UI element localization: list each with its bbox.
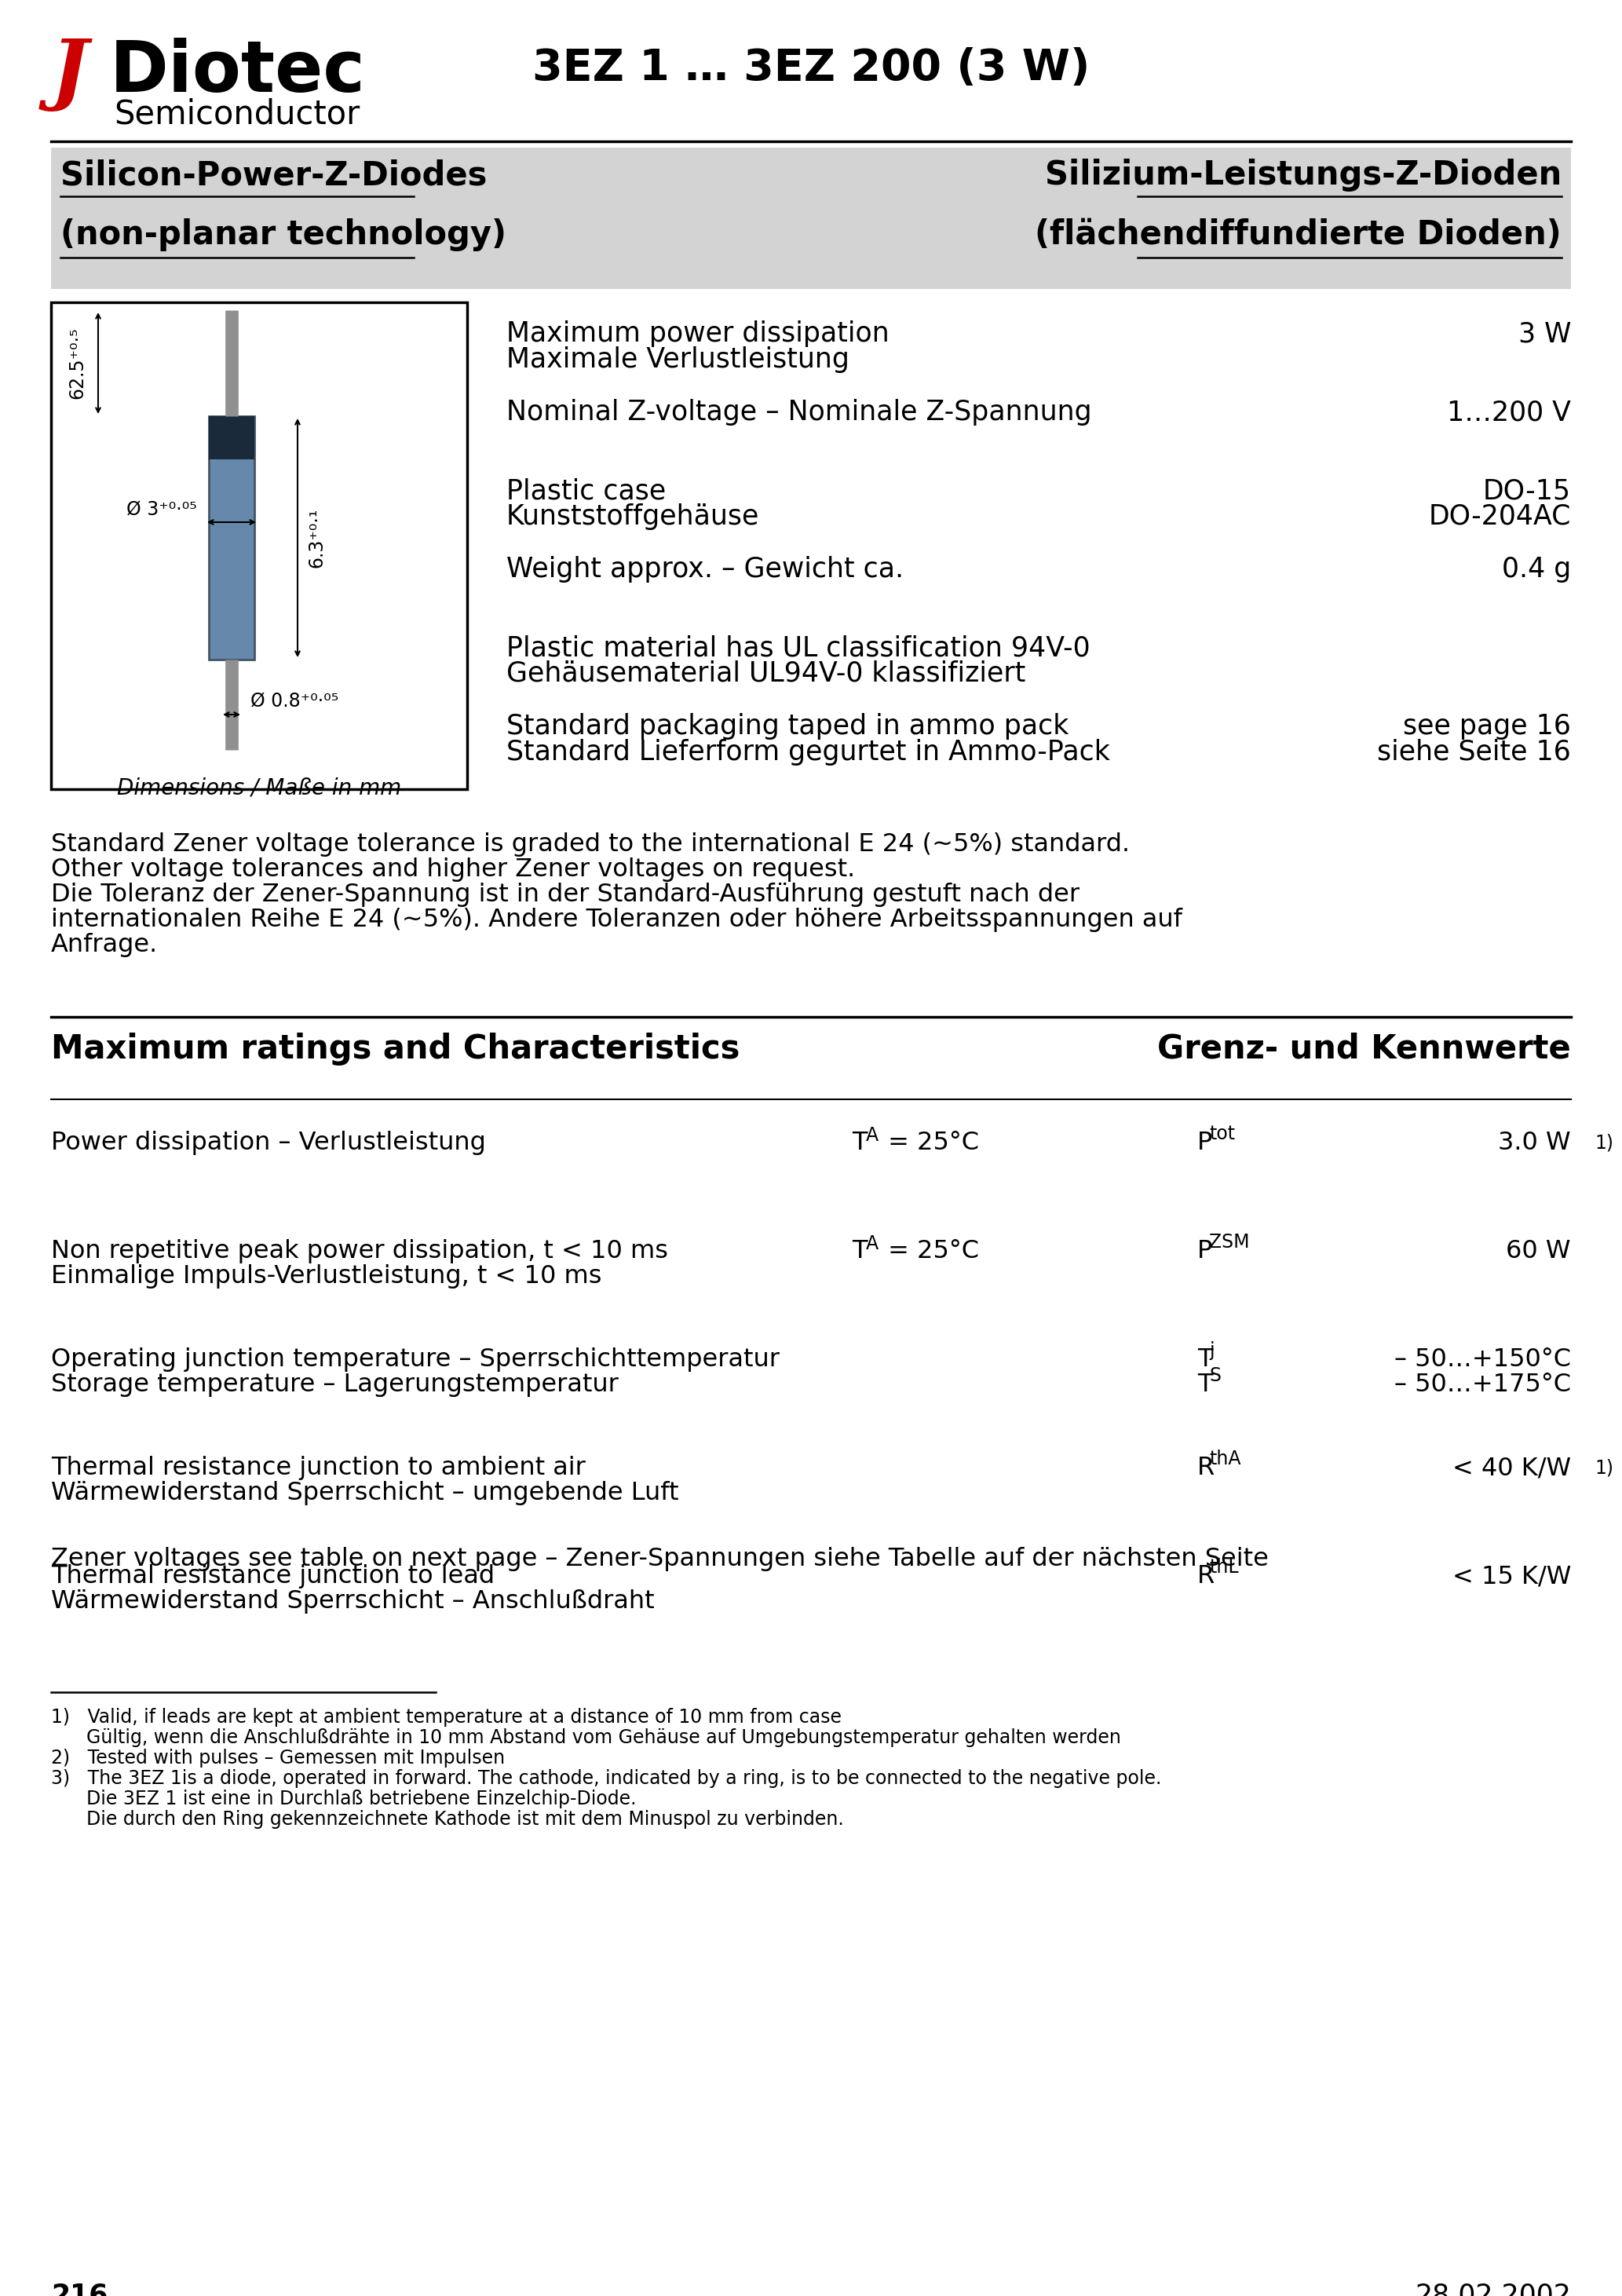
Text: tot: tot [1208, 1125, 1234, 1143]
Text: Standard Zener voltage tolerance is graded to the international E 24 (~5%) stand: Standard Zener voltage tolerance is grad… [50, 833, 1131, 856]
Text: T: T [1197, 1373, 1213, 1396]
Text: 2)   Tested with pulses – Gemessen mit Impulsen: 2) Tested with pulses – Gemessen mit Imp… [50, 1750, 504, 1768]
Text: (flächendiffundierte Dioden): (flächendiffundierte Dioden) [1035, 218, 1562, 250]
Text: 1)   Valid, if leads are kept at ambient temperature at a distance of 10 mm from: 1) Valid, if leads are kept at ambient t… [50, 1708, 842, 1727]
Text: Grenz- und Kennwerte: Grenz- und Kennwerte [1158, 1033, 1572, 1065]
Text: 62.5⁺⁰⋅⁵: 62.5⁺⁰⋅⁵ [68, 328, 86, 400]
Text: Zener voltages see table on next page – Zener-Spannungen siehe Tabelle auf der n: Zener voltages see table on next page – … [50, 1548, 1268, 1570]
Text: Storage temperature – Lagerungstemperatur: Storage temperature – Lagerungstemperatu… [50, 1373, 618, 1396]
Text: Maximale Verlustleistung: Maximale Verlustleistung [506, 347, 850, 372]
Text: Thermal resistance junction to lead: Thermal resistance junction to lead [50, 1564, 495, 1589]
Text: – 50…+150°C: – 50…+150°C [1395, 1348, 1572, 1371]
Text: P: P [1197, 1240, 1213, 1263]
Text: 216: 216 [50, 2282, 109, 2296]
Text: Dimensions / Maße in mm: Dimensions / Maße in mm [117, 778, 401, 799]
Text: Power dissipation – Verlustleistung: Power dissipation – Verlustleistung [50, 1130, 487, 1155]
Text: T: T [1197, 1348, 1213, 1371]
Bar [50, 147, 1572, 289]
Text: Diotec: Diotec [110, 37, 365, 108]
Text: Plastic case: Plastic case [506, 478, 667, 505]
Text: Wärmewiderstand Sperrschicht – Anschlußdraht: Wärmewiderstand Sperrschicht – Anschlußd… [50, 1589, 654, 1614]
Text: < 40 K/W: < 40 K/W [1452, 1456, 1572, 1481]
Text: 3EZ 1 … 3EZ 200 (3 W): 3EZ 1 … 3EZ 200 (3 W) [532, 48, 1090, 90]
Text: S: S [1208, 1366, 1221, 1384]
Text: A: A [866, 1125, 879, 1146]
Text: Operating junction temperature – Sperrschichttemperatur: Operating junction temperature – Sperrsc… [50, 1348, 780, 1371]
Text: R: R [1197, 1456, 1215, 1481]
Text: Weight approx. – Gewicht ca.: Weight approx. – Gewicht ca. [506, 556, 903, 583]
Text: Ø 0.8⁺⁰⋅⁰⁵: Ø 0.8⁺⁰⋅⁰⁵ [250, 691, 339, 712]
Text: 3 W: 3 W [1518, 321, 1572, 347]
Text: Die durch den Ring gekennzeichnete Kathode ist mit dem Minuspol zu verbinden.: Die durch den Ring gekennzeichnete Katho… [50, 1809, 843, 1830]
Text: Maximum ratings and Characteristics: Maximum ratings and Characteristics [50, 1033, 740, 1065]
Text: ZSM: ZSM [1208, 1233, 1249, 1251]
Text: T: T [852, 1130, 868, 1155]
Text: Kunststoffgehäuse: Kunststoffgehäuse [506, 503, 759, 530]
Text: 1…200 V: 1…200 V [1447, 400, 1572, 425]
Text: Silizium-Leistungs-Z-Dioden: Silizium-Leistungs-Z-Dioden [1045, 158, 1562, 191]
Text: see page 16: see page 16 [1403, 714, 1572, 739]
Text: Gültig, wenn die Anschlußdrähte in 10 mm Abstand vom Gehäuse auf Umgebungstemper: Gültig, wenn die Anschlußdrähte in 10 mm… [50, 1729, 1121, 1747]
Text: R: R [1197, 1564, 1215, 1589]
Text: J: J [50, 34, 88, 110]
Text: Other voltage tolerances and higher Zener voltages on request.: Other voltage tolerances and higher Zene… [50, 856, 855, 882]
Text: DO-15: DO-15 [1483, 478, 1572, 505]
Text: Plastic material has UL classification 94V-0: Plastic material has UL classification 9… [506, 634, 1090, 661]
Text: = 25°C: = 25°C [881, 1240, 980, 1263]
Text: 28.02.2002: 28.02.2002 [1414, 2282, 1572, 2296]
Text: Gehäusematerial UL94V-0 klassifiziert: Gehäusematerial UL94V-0 klassifiziert [506, 661, 1025, 687]
Text: 60 W: 60 W [1507, 1240, 1572, 1263]
Text: (non-planar technology): (non-planar technology) [60, 218, 506, 250]
Text: internationalen Reihe E 24 (~5%). Andere Toleranzen oder höhere Arbeitsspannunge: internationalen Reihe E 24 (~5%). Andere… [50, 907, 1182, 932]
Text: Silicon-Power-Z-Diodes: Silicon-Power-Z-Diodes [60, 158, 487, 191]
Text: 0.4 g: 0.4 g [1502, 556, 1572, 583]
Text: 3)   The 3EZ 1is a diode, operated in forward. The cathode, indicated by a ring,: 3) The 3EZ 1is a diode, operated in forw… [50, 1770, 1161, 1789]
Bar [209, 416, 255, 459]
Text: Standard packaging taped in ammo pack: Standard packaging taped in ammo pack [506, 714, 1069, 739]
Text: Ø 3⁺⁰⋅⁰⁵: Ø 3⁺⁰⋅⁰⁵ [127, 501, 196, 519]
Text: 1): 1) [1594, 1458, 1614, 1479]
Text: Anfrage.: Anfrage. [50, 932, 157, 957]
Text: Die Toleranz der Zener-Spannung ist in der Standard-Ausführung gestuft nach der: Die Toleranz der Zener-Spannung ist in d… [50, 882, 1080, 907]
Text: j: j [1208, 1341, 1215, 1359]
Text: Standard Lieferform gegurtet in Ammo-Pack: Standard Lieferform gegurtet in Ammo-Pac… [506, 739, 1109, 765]
Text: Die 3EZ 1 ist eine in Durchlaß betriebene Einzelchip-Diode.: Die 3EZ 1 ist eine in Durchlaß betrieben… [50, 1789, 636, 1809]
Text: thA: thA [1208, 1449, 1241, 1469]
Text: 6.3⁺⁰⋅¹: 6.3⁺⁰⋅¹ [307, 507, 326, 567]
Text: 3.0 W: 3.0 W [1499, 1130, 1572, 1155]
Text: thL: thL [1208, 1559, 1239, 1577]
Text: Maximum power dissipation: Maximum power dissipation [506, 321, 889, 347]
Bar [50, 303, 467, 790]
Text: 1): 1) [1594, 1134, 1614, 1153]
Bar [209, 416, 255, 659]
Text: Semiconductor: Semiconductor [114, 99, 360, 131]
Text: T: T [852, 1240, 868, 1263]
Text: Wärmewiderstand Sperrschicht – umgebende Luft: Wärmewiderstand Sperrschicht – umgebende… [50, 1481, 678, 1506]
Text: siehe Seite 16: siehe Seite 16 [1377, 739, 1572, 765]
Text: Einmalige Impuls-Verlustleistung, t < 10 ms: Einmalige Impuls-Verlustleistung, t < 10… [50, 1265, 602, 1288]
Text: DO-204AC: DO-204AC [1429, 503, 1572, 530]
Text: Thermal resistance junction to ambient air: Thermal resistance junction to ambient a… [50, 1456, 586, 1481]
Text: P: P [1197, 1130, 1213, 1155]
Text: – 50…+175°C: – 50…+175°C [1395, 1373, 1572, 1396]
Text: Nominal Z-voltage – Nominale Z-Spannung: Nominal Z-voltage – Nominale Z-Spannung [506, 400, 1092, 425]
Text: Non repetitive peak power dissipation, t < 10 ms: Non repetitive peak power dissipation, t… [50, 1240, 668, 1263]
Text: A: A [866, 1235, 879, 1254]
Text: = 25°C: = 25°C [881, 1130, 980, 1155]
Text: < 15 K/W: < 15 K/W [1452, 1564, 1572, 1589]
